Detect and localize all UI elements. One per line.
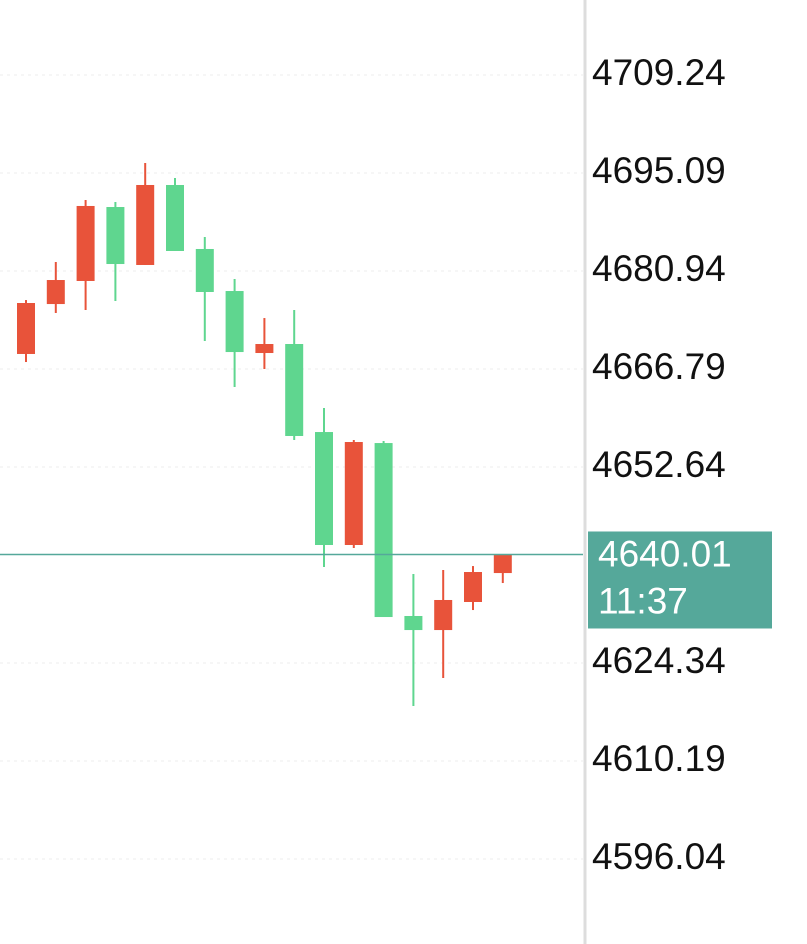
y-tick-label: 4596.04 xyxy=(592,836,726,877)
candle-body xyxy=(136,184,155,265)
y-tick-label: 4666.79 xyxy=(592,346,726,387)
last-price-label: 4640.01 xyxy=(598,533,732,574)
y-tick-label: 4709.24 xyxy=(592,52,726,93)
y-tick-label: 4610.19 xyxy=(592,738,726,779)
candle-body xyxy=(106,207,125,265)
candle-body xyxy=(434,599,453,631)
candle-body xyxy=(17,303,35,354)
candle-body xyxy=(315,432,333,545)
candle-body xyxy=(344,442,363,545)
candle-body xyxy=(225,291,244,353)
candle-body xyxy=(493,554,512,574)
y-tick-label: 4695.09 xyxy=(592,150,726,191)
candle-body xyxy=(46,280,65,305)
last-time-label: 11:37 xyxy=(598,580,688,621)
y-tick-label: 4624.34 xyxy=(592,640,726,681)
last-price-box xyxy=(588,531,772,629)
candle-body xyxy=(464,572,482,602)
candle-body xyxy=(76,205,95,281)
candle-body xyxy=(404,615,423,631)
candle-body xyxy=(166,184,184,251)
y-tick-label: 4652.64 xyxy=(592,444,726,485)
candle-body xyxy=(374,443,393,618)
candle-body xyxy=(195,248,214,292)
candle-body xyxy=(285,344,304,436)
candle-body xyxy=(255,344,274,354)
y-tick-label: 4680.94 xyxy=(592,248,726,289)
